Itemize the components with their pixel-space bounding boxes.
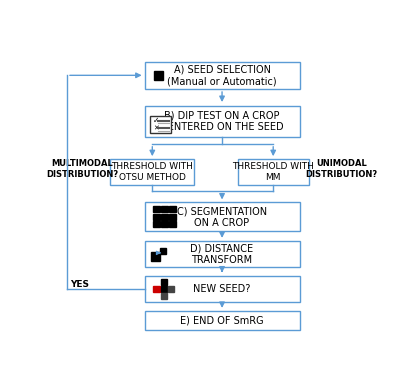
Text: NEW SEED?: NEW SEED? xyxy=(193,284,251,294)
Bar xyxy=(161,206,168,213)
Text: D) DISTANCE
TRANSFORM: D) DISTANCE TRANSFORM xyxy=(190,243,254,265)
Bar xyxy=(160,248,166,254)
FancyBboxPatch shape xyxy=(150,116,171,133)
FancyBboxPatch shape xyxy=(144,311,300,330)
Bar xyxy=(161,214,168,220)
Bar xyxy=(153,286,160,292)
Text: ✓: ✓ xyxy=(153,116,160,125)
Text: MULTIMODAL
DISTRIBUTION?: MULTIMODAL DISTRIBUTION? xyxy=(46,159,119,179)
Bar xyxy=(151,252,160,261)
FancyBboxPatch shape xyxy=(238,159,309,185)
Text: C) SEGMENTATION
ON A CROP: C) SEGMENTATION ON A CROP xyxy=(177,206,267,228)
Text: E) END OF SmRG: E) END OF SmRG xyxy=(180,316,264,326)
Bar xyxy=(153,221,160,228)
Text: THRESHOLD WITH
MM: THRESHOLD WITH MM xyxy=(232,162,314,182)
FancyBboxPatch shape xyxy=(144,276,300,302)
FancyBboxPatch shape xyxy=(144,242,300,267)
Text: A) SEED SELECTION
(Manual or Automatic): A) SEED SELECTION (Manual or Automatic) xyxy=(167,64,277,86)
Text: ✕: ✕ xyxy=(153,125,159,131)
Bar xyxy=(169,214,176,220)
FancyBboxPatch shape xyxy=(144,62,300,89)
Bar xyxy=(169,221,176,228)
FancyBboxPatch shape xyxy=(144,202,300,231)
FancyBboxPatch shape xyxy=(144,106,300,136)
Bar xyxy=(160,286,167,292)
Bar xyxy=(154,71,163,80)
Bar xyxy=(153,214,160,220)
Text: YES: YES xyxy=(70,280,89,289)
Bar xyxy=(153,206,160,213)
FancyBboxPatch shape xyxy=(110,159,194,185)
Bar xyxy=(160,293,167,299)
Bar xyxy=(168,286,174,292)
Text: B) DIP TEST ON A CROP
CENTERED ON THE SEED: B) DIP TEST ON A CROP CENTERED ON THE SE… xyxy=(161,111,283,132)
Text: THRESHOLD WITH
OTSU METHOD: THRESHOLD WITH OTSU METHOD xyxy=(111,162,193,182)
Bar xyxy=(160,279,167,285)
Text: UNIMODAL
DISTRIBUTION?: UNIMODAL DISTRIBUTION? xyxy=(305,159,378,179)
Bar xyxy=(169,206,176,213)
Bar xyxy=(161,221,168,228)
